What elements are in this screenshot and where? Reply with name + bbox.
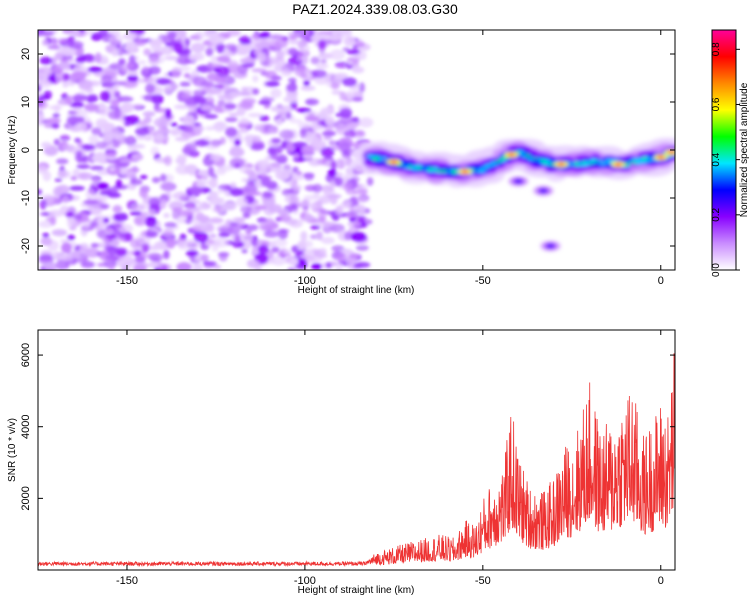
colorbar-tick-label: 0.8 — [711, 42, 722, 56]
snr-y-tick-label: 2000 — [20, 486, 32, 510]
colorbar-tick-label: 0.4 — [711, 152, 722, 166]
snr-x-tick-label: -100 — [294, 575, 316, 587]
spectrogram-x-axis: -150 -100 -50 0 — [116, 30, 664, 287]
colorbar-tick-label: 0.2 — [711, 207, 722, 221]
snr-x-axis: -150 -100 -50 0 — [116, 330, 664, 587]
snr-y-tick-label: 6000 — [20, 343, 32, 367]
chart-title: PAZ1.2024.339.08.03.G30 — [292, 1, 458, 17]
spectrogram-y-tick-label: 0 — [20, 147, 32, 153]
spectrogram-y-tick-label: 10 — [20, 96, 32, 108]
spectrogram-y-tick-label: -10 — [20, 190, 32, 206]
spectrogram-signal — [350, 137, 675, 251]
spectrogram-x-label: Height of straight line (km) — [298, 285, 415, 296]
colorbar-axis: 0.0 0.2 0.4 0.6 0.8 — [711, 42, 740, 277]
snr-y-label: SNR (10 * v/v) — [7, 418, 18, 482]
spectrogram-y-label: Frequency (Hz) — [7, 116, 18, 185]
spectrogram-x-tick-label: 0 — [658, 275, 664, 287]
snr-y-axis: 2000 4000 6000 — [20, 343, 675, 511]
colorbar-gradient — [711, 29, 737, 271]
spectrogram-image — [38, 30, 675, 270]
snr-x-tick-label: -50 — [475, 575, 491, 587]
snr-x-tick-label: 0 — [658, 575, 664, 587]
snr-series-line — [38, 353, 675, 568]
spectrogram-y-tick-label: -20 — [20, 238, 32, 254]
snr-frame — [37, 329, 676, 571]
spectrogram-x-tick-label: -150 — [116, 275, 138, 287]
snr-x-label: Height of straight line (km) — [298, 585, 415, 596]
spectrogram-x-tick-label: -50 — [475, 275, 491, 287]
snr-panel: -150 -100 -50 0 2000 4000 6000 Height of stra… — [7, 329, 676, 596]
spectrogram-x-tick-label: -100 — [294, 275, 316, 287]
spectrogram-y-axis: -20 -10 0 10 20 — [20, 48, 675, 254]
colorbar-tick-label: 0.6 — [711, 97, 722, 111]
colorbar-tick-label: 0.0 — [711, 263, 722, 277]
snr-x-tick-label: -150 — [116, 575, 138, 587]
colorbar-label: Normalized spectral amplitude — [739, 82, 750, 217]
snr-y-tick-label: 4000 — [20, 414, 32, 438]
colorbar: 0.0 0.2 0.4 0.6 0.8 Normalized spectral ampl… — [711, 29, 750, 277]
spectrogram-y-tick-label: 20 — [20, 48, 32, 60]
spectrogram-noise — [38, 30, 376, 270]
